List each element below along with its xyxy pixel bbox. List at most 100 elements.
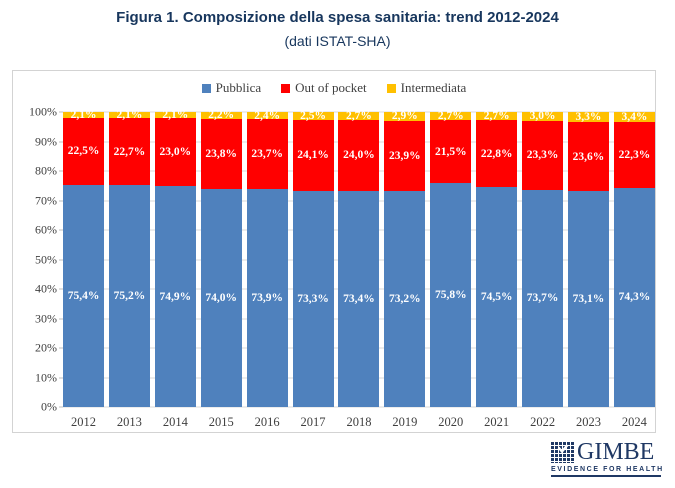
bar-value-label: 2,5% [300, 109, 326, 122]
bar-value-label: 22,5% [67, 145, 100, 158]
y-tick-mark [59, 200, 63, 201]
figure-title: Figura 1. Composizione della spesa sanit… [116, 9, 559, 26]
legend-swatch-icon [281, 83, 291, 93]
y-tick-label: 50% [35, 252, 57, 266]
bar-value-label: 2,9% [391, 110, 418, 123]
gimbe-rule [551, 475, 661, 477]
bar-column-2022: 3,0% 23,3% 73,7% [522, 110, 564, 407]
bar-segment-out-of-pocket: 22,5% [63, 118, 104, 185]
bar-value-label: 3,3% [575, 110, 602, 123]
bar-value-label: 22,3% [618, 148, 651, 161]
gimbe-tagline: EVIDENCE FOR HEALTH [551, 466, 664, 473]
y-tick-mark [59, 288, 63, 290]
y-tick-mark [59, 111, 63, 113]
bar-segment-out-of-pocket: 22,3% [613, 122, 655, 188]
legend-item-intermediata: Intermediata [386, 80, 466, 96]
y-tick-label: 20% [35, 340, 57, 355]
bar-column-2024: 3,4% 22,3% 74,3% [613, 111, 655, 407]
x-tick-label-2024: 2024 [621, 415, 647, 429]
bar-segment-pubblica: 74,3% [613, 187, 655, 407]
y-tick-label: 30% [35, 311, 57, 325]
bar-segment-out-of-pocket: 22,8% [476, 119, 518, 188]
bar-value-label: 75,4% [67, 289, 100, 302]
bar-column-2015: 2,2% 23,8% 74,0% [200, 109, 242, 407]
bar-segment-intermediata: 2,7% [338, 109, 380, 122]
bar-column-2014: 2,1% 23,0% 74,9% [154, 109, 196, 407]
bar-column-2021: 2,7% 22,8% 74,5% [476, 110, 518, 407]
bar-segment-intermediata: 2,9% [384, 110, 426, 123]
bar-value-label: 22,7% [113, 145, 146, 158]
y-tick-label: 100% [29, 104, 57, 119]
bar-segment-out-of-pocket: 23,8% [200, 118, 242, 189]
bar-segment-pubblica: 73,2% [384, 191, 426, 407]
bar-value-label: 74,3% [618, 291, 651, 304]
bar-segment-out-of-pocket: 23,7% [246, 119, 288, 189]
chart-frame: Pubblica Out of pocket Intermediata 0% 10% 2… [12, 70, 656, 433]
bar-segment-pubblica: 74,5% [476, 187, 518, 407]
gridline [63, 406, 655, 408]
bar-value-label: 21,5% [434, 145, 467, 158]
bar-value-label: 2,7% [346, 109, 372, 122]
bar-segment-intermediata: 2,4% [246, 109, 288, 122]
bar-value-label: 73,1% [572, 293, 605, 306]
bar-value-label: 24,0% [343, 149, 375, 162]
y-axis: 0% 10% 20% 30% 40% 50% 60% 70% 80% 90% 100% [13, 105, 57, 414]
bar-value-label: 73,7% [526, 292, 559, 305]
gimbe-checkered-icon [551, 441, 574, 463]
y-tick-label: 80% [35, 163, 57, 178]
bar-segment-intermediata: 3,3% [567, 110, 609, 123]
x-tick-label-2019: 2019 [392, 415, 418, 429]
figure-subtitle: (dati ISTAT-SHA) [284, 33, 391, 49]
x-tick-label-2017: 2017 [300, 415, 326, 429]
bar-segment-intermediata: 2,7% [430, 110, 472, 122]
bar-value-label: 73,2% [389, 293, 421, 306]
bar-segment-intermediata: 2,1% [108, 109, 150, 122]
bar-segment-pubblica: 74,9% [154, 186, 196, 407]
bar-value-label: 23,8% [205, 147, 238, 160]
legend-swatch-icon [386, 83, 396, 93]
bar-column-2017: 2,5% 24,1% 73,3% [292, 109, 334, 407]
bar-value-label: 23,9% [389, 149, 421, 162]
bar-segment-out-of-pocket: 24,0% [338, 119, 380, 191]
bar-column-2023: 3,3% 23,6% 73,1% [567, 110, 609, 407]
bar-segment-out-of-pocket: 23,9% [384, 120, 426, 192]
bar-value-label: 3,0% [529, 110, 556, 123]
bar-value-label: 2,4% [254, 109, 281, 122]
y-tick-label: 60% [35, 222, 57, 237]
x-tick-label-2016: 2016 [254, 415, 280, 429]
bar-segment-out-of-pocket: 23,6% [567, 121, 609, 192]
bar-segment-pubblica: 73,1% [567, 191, 609, 407]
bar-column-2016: 2,4% 23,7% 73,9% [246, 109, 288, 407]
x-axis: 2012 2013 2014 2015 2016 2017 2018 2019 2020 2021… [63, 415, 655, 430]
bar-column-2013: 2,1% 22,7% 75,2% [108, 109, 150, 407]
bar-value-label: 73,4% [343, 292, 375, 305]
bar-segment-pubblica: 73,3% [292, 190, 334, 407]
y-tick-label: 70% [35, 193, 57, 207]
bar-segment-out-of-pocket: 22,7% [108, 118, 150, 186]
y-tick-mark [59, 318, 63, 319]
chart-legend: Pubblica Out of pocket Intermediata [13, 80, 655, 96]
bar-segment-intermediata: 2,1% [63, 109, 104, 121]
y-tick-label: 10% [35, 370, 57, 384]
x-tick-label-2022: 2022 [530, 415, 556, 429]
plot-area: 2,1% 22,5% 75,4% 2,1% 22,7% 75,2% 2,1% 23,0% 74,… [59, 109, 655, 408]
bar-value-label: 74,9% [159, 290, 192, 303]
y-tick-label: 40% [35, 281, 57, 296]
bar-value-label: 2,1% [116, 109, 143, 122]
y-tick-mark [59, 347, 63, 349]
bar-segment-pubblica: 75,8% [430, 183, 472, 407]
bar-segment-intermediata: 3,0% [522, 110, 564, 123]
bar-value-label: 74,5% [480, 291, 513, 304]
legend-item-pubblica: Pubblica [201, 80, 261, 96]
y-tick-label: 90% [35, 134, 57, 148]
legend-label: Out of pocket [295, 80, 367, 95]
y-tick-mark [59, 377, 63, 378]
bars-container: 2,1% 22,5% 75,4% 2,1% 22,7% 75,2% 2,1% 23,0% 74,… [63, 109, 655, 407]
bar-value-label: 22,8% [480, 147, 513, 160]
bar-segment-pubblica: 75,2% [108, 185, 150, 407]
bar-segment-pubblica: 73,4% [338, 190, 380, 407]
bar-segment-intermediata: 3,4% [613, 111, 655, 123]
bar-value-label: 2,1% [162, 109, 189, 122]
bar-value-label: 23,7% [251, 148, 283, 161]
x-tick-label-2013: 2013 [116, 415, 142, 429]
